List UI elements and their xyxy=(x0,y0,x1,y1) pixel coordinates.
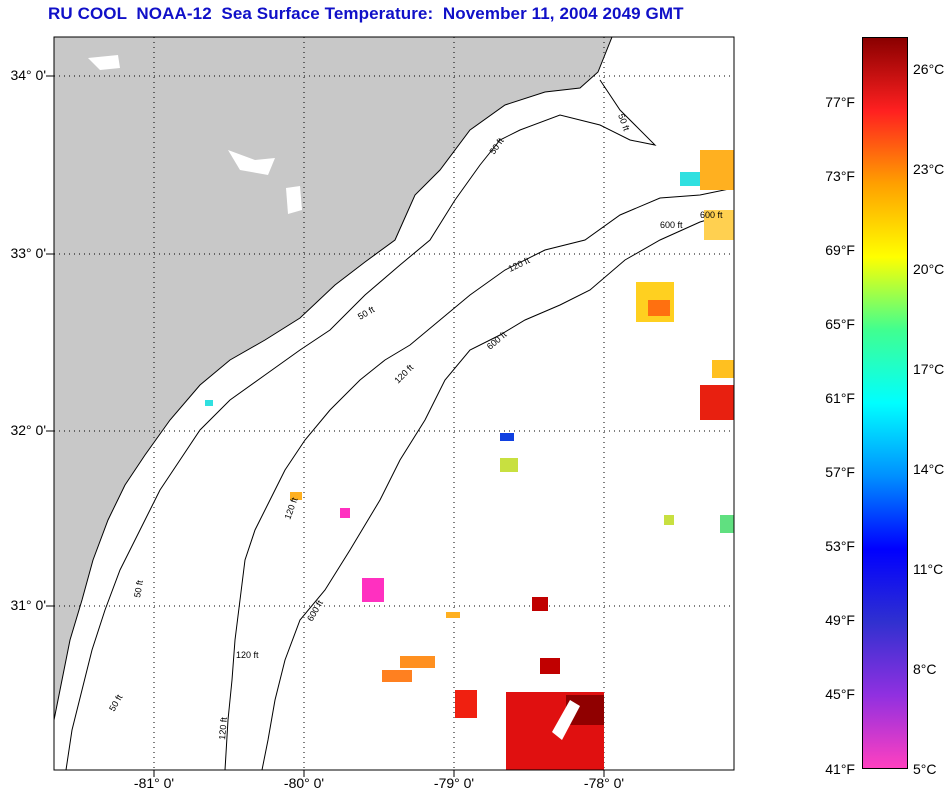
celsius-label: 17°C xyxy=(913,361,945,377)
fahrenheit-label: 77°F xyxy=(825,94,855,110)
sst-patch xyxy=(340,508,350,518)
sst-patch xyxy=(382,670,412,682)
map-title: RU COOL NOAA-12 Sea Surface Temperature:… xyxy=(48,4,684,23)
sst-data xyxy=(205,150,734,770)
fahrenheit-label: 57°F xyxy=(825,464,855,480)
sst-patch xyxy=(712,360,734,378)
lon-label: -81° 0' xyxy=(133,775,175,791)
contour-120ft xyxy=(224,187,734,770)
sst-patch xyxy=(704,210,734,240)
celsius-label: 8°C xyxy=(913,661,937,677)
fahrenheit-label: 61°F xyxy=(825,390,855,406)
lon-label: -78° 0' xyxy=(583,775,625,791)
sst-patch xyxy=(648,300,670,316)
sst-patch xyxy=(540,658,560,674)
contour-50ft xyxy=(65,79,657,770)
sst-patch xyxy=(500,458,518,472)
contour-label: 50 ft xyxy=(132,579,145,598)
contour-600ft xyxy=(261,211,734,770)
sst-patch xyxy=(680,172,700,186)
contour-label: 600 ft xyxy=(700,210,723,220)
celsius-label: 14°C xyxy=(913,461,945,477)
lat-label: 33° 0' xyxy=(10,245,46,261)
celsius-label: 20°C xyxy=(913,261,945,277)
sst-patch xyxy=(532,597,548,611)
sst-patch xyxy=(700,385,734,420)
land-mass xyxy=(54,37,613,721)
fahrenheit-label: 65°F xyxy=(825,316,855,332)
sst-patch xyxy=(720,515,734,533)
inland-lake xyxy=(228,150,275,175)
fahrenheit-label: 69°F xyxy=(825,242,855,258)
fahrenheit-label: 45°F xyxy=(825,686,855,702)
fahrenheit-label: 49°F xyxy=(825,612,855,628)
lat-label: 34° 0' xyxy=(10,67,46,83)
sst-patch xyxy=(446,612,460,618)
inland-lake xyxy=(88,55,120,70)
sst-patch xyxy=(290,492,302,500)
lat-label: 31° 0' xyxy=(10,597,46,613)
celsius-label: 26°C xyxy=(913,61,945,77)
sst-patch xyxy=(455,690,477,718)
celsius-label: 23°C xyxy=(913,161,945,177)
sst-gap xyxy=(552,700,580,740)
sst-patch xyxy=(205,400,213,406)
sst-patch xyxy=(664,515,674,525)
sst-patch xyxy=(700,150,734,190)
contour-label: 120 ft xyxy=(236,650,259,660)
lat-label: 32° 0' xyxy=(10,422,46,438)
celsius-label: 11°C xyxy=(913,561,944,577)
fahrenheit-label: 53°F xyxy=(825,538,855,554)
sst-patch xyxy=(400,656,435,668)
inland-lake xyxy=(286,186,302,214)
fahrenheit-label: 41°F xyxy=(825,761,855,777)
sst-patch xyxy=(362,578,384,602)
contour-label: 600 ft xyxy=(660,220,683,230)
graticule xyxy=(54,37,734,770)
sst-patch xyxy=(500,433,514,441)
lon-label: -80° 0' xyxy=(283,775,325,791)
lon-label: -79° 0' xyxy=(433,775,475,791)
fahrenheit-label: 73°F xyxy=(825,168,855,184)
celsius-label: 5°C xyxy=(913,761,937,777)
axis-ticks xyxy=(46,75,605,777)
contour-label: 120 ft xyxy=(217,716,229,740)
map-frame xyxy=(53,36,735,771)
temperature-colorbar xyxy=(862,37,908,769)
